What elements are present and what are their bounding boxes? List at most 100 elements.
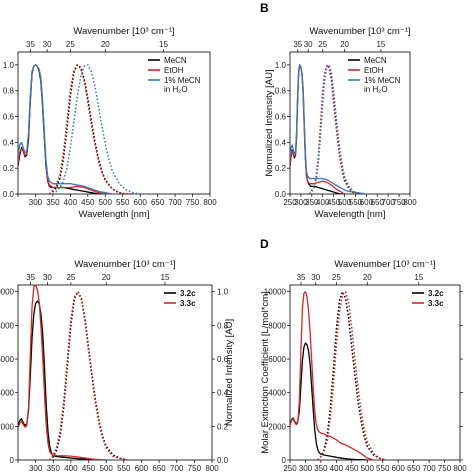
- x-tick-label: 300: [299, 464, 313, 473]
- y-tick-label: 0.4: [3, 138, 15, 147]
- x-tick-label: 700: [170, 464, 184, 473]
- series-line-solid: [290, 64, 367, 194]
- y-tick-label: 6000: [0, 355, 15, 364]
- x-tick-label: 550: [117, 464, 131, 473]
- y-tick-label: 2000: [268, 422, 286, 431]
- top-tick-label: 25: [66, 273, 75, 282]
- x-tick-label: 400: [316, 198, 330, 207]
- panel-letter: D: [260, 237, 269, 251]
- panel-a: 300 350 400 450 500 550 600 650 700 750 800 Wavelen…: [3, 26, 217, 220]
- top-tick-label: 30: [311, 273, 320, 282]
- top-tick-label: 25: [66, 40, 75, 49]
- y-tick-label: 0.0: [275, 190, 287, 199]
- x-tick-label: 550: [349, 198, 363, 207]
- x-tick-label: 450: [81, 198, 95, 207]
- x-tick-label: 300: [29, 198, 43, 207]
- legend-label: 3.2c: [180, 289, 196, 298]
- series-line-dotted: [317, 290, 386, 460]
- top-tick-label: 20: [102, 273, 111, 282]
- right-tick-label: 0.0: [217, 456, 229, 465]
- x-tick-label: 450: [345, 464, 359, 473]
- y-tick-label: 0.6: [275, 113, 287, 122]
- right-tick-label: 0.4: [217, 389, 229, 398]
- top-tick-label: 25: [332, 273, 341, 282]
- y-tick-label: 8000: [0, 321, 15, 330]
- top-tick-label: 15: [161, 273, 170, 282]
- x-tick-label: 650: [407, 464, 421, 473]
- plot-frame: [289, 284, 461, 461]
- y-tick-label: 10000: [0, 288, 15, 297]
- legend-label: 1% MeCN: [364, 76, 401, 85]
- top-tick-label: 35: [26, 273, 35, 282]
- top-axis-label: Wavenumber [10³ cm⁻¹]: [73, 26, 174, 37]
- x-tick-label: 250: [283, 464, 297, 473]
- top-tick-label: 15: [376, 40, 385, 49]
- x-tick-label: 500: [338, 198, 352, 207]
- right-tick-label: 0.6: [217, 355, 229, 364]
- top-tick-label: 35: [293, 40, 302, 49]
- panel-d: 250300350400450500550600650700750800Wave…: [260, 237, 467, 473]
- x-tick-label: 400: [64, 198, 78, 207]
- series-line-dotted: [308, 64, 362, 194]
- x-tick-label: 600: [392, 464, 406, 473]
- x-tick-label: 500: [361, 464, 375, 473]
- right-tick-label: 0.8: [217, 321, 229, 330]
- x-axis-label: Wavelength [nm]: [79, 209, 150, 220]
- top-tick-label: 20: [363, 273, 372, 282]
- y-tick-label: 4000: [0, 389, 15, 398]
- x-tick-label: 500: [99, 198, 113, 207]
- top-tick-label: 20: [101, 40, 110, 49]
- x-tick-label: 700: [168, 198, 182, 207]
- plot-frame: [17, 284, 213, 461]
- right-tick-label: 0.2: [217, 422, 229, 431]
- top-axis-label: Wavenumber [10³ cm⁻¹]: [309, 26, 410, 37]
- x-tick-label: 700: [382, 198, 396, 207]
- x-axis-label: Wavelength [nm]: [315, 209, 386, 220]
- series-line-dotted: [49, 290, 128, 460]
- x-tick-label: 500: [100, 464, 114, 473]
- y-axis-label: Molar Extinction Coefficient [L/mol*cm]: [260, 291, 271, 453]
- x-tick-label: 300: [294, 198, 308, 207]
- x-tick-label: 750: [438, 464, 452, 473]
- series-line-dotted: [48, 64, 134, 194]
- legend-label: 3.2c: [428, 289, 444, 298]
- panel-c: 300350400450500550600650700750800Wavelen…: [0, 259, 235, 473]
- x-tick-label: 350: [47, 464, 61, 473]
- top-tick-label: 30: [43, 40, 52, 49]
- series-group: [18, 64, 141, 194]
- y-tick-label: 10000: [264, 288, 287, 297]
- top-tick-label: 30: [304, 40, 313, 49]
- series-group: [18, 285, 128, 460]
- y-tick-label: 0.8: [275, 87, 287, 96]
- x-tick-label: 550: [116, 198, 130, 207]
- series-line-dotted: [309, 64, 362, 194]
- x-tick-label: 750: [186, 198, 200, 207]
- y-tick-label: 0.4: [275, 138, 287, 147]
- y-tick-label: 4000: [268, 389, 286, 398]
- top-axis-label: Wavenumber [10³ cm⁻¹]: [334, 259, 435, 270]
- y-tick-label: 0.2: [275, 164, 287, 173]
- legend-label-line2: in H₂O: [164, 85, 188, 94]
- top-axis-label: Wavenumber [10³ cm⁻¹]: [74, 259, 175, 270]
- series-line-dotted: [317, 290, 386, 460]
- top-tick-label: 15: [159, 40, 168, 49]
- series-line-solid: [290, 291, 374, 460]
- y-tick-label: 0.0: [3, 190, 15, 199]
- x-tick-label: 350: [305, 198, 319, 207]
- series-line-solid: [18, 300, 107, 460]
- x-tick-label: 800: [403, 198, 417, 207]
- series-line-dotted: [52, 64, 141, 194]
- legend-label-line2: in H₂O: [364, 85, 388, 94]
- x-tick-label: 800: [205, 464, 219, 473]
- x-tick-label: 550: [376, 464, 390, 473]
- y-tick-label: 0.8: [3, 87, 15, 96]
- x-tick-label: 600: [360, 198, 374, 207]
- plot-frame: [17, 51, 211, 195]
- series-line-dotted: [309, 64, 367, 194]
- top-tick-label: 30: [43, 273, 52, 282]
- legend-label: MeCN: [364, 56, 387, 65]
- y-tick-label: 2000: [0, 422, 15, 431]
- series-line-dotted: [49, 290, 128, 460]
